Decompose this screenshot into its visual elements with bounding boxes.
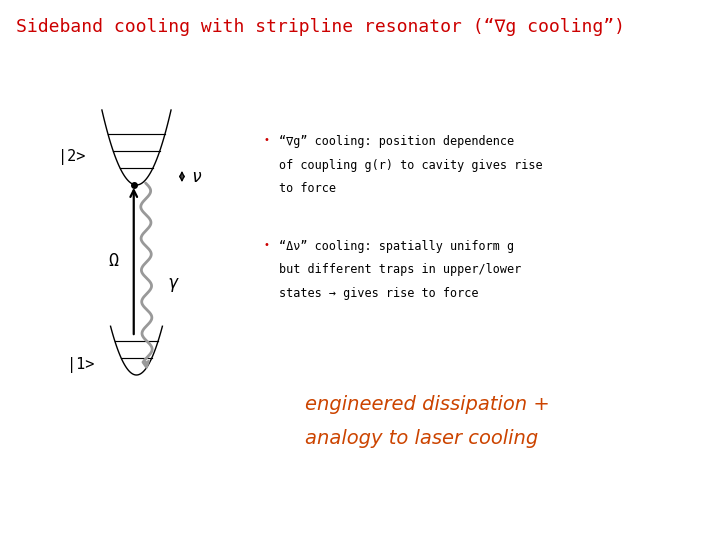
Text: to force: to force <box>279 182 336 195</box>
Text: “Δν” cooling: spatially uniform g: “Δν” cooling: spatially uniform g <box>279 240 514 253</box>
Text: but different traps in upper/lower: but different traps in upper/lower <box>279 264 521 276</box>
Text: Ω: Ω <box>109 252 119 270</box>
Text: engineered dissipation +: engineered dissipation + <box>305 395 549 415</box>
Text: •: • <box>264 240 270 250</box>
Text: states → gives rise to force: states → gives rise to force <box>279 287 479 300</box>
Text: |1>: |1> <box>67 357 94 373</box>
Text: Sideband cooling with stripline resonator (“∇g cooling”): Sideband cooling with stripline resonato… <box>17 18 626 36</box>
Text: ν: ν <box>191 167 201 186</box>
Text: |2>: |2> <box>58 149 86 165</box>
Text: γ: γ <box>168 274 179 292</box>
Text: of coupling g(r) to cavity gives rise: of coupling g(r) to cavity gives rise <box>279 159 543 172</box>
Text: “∇g” cooling: position dependence: “∇g” cooling: position dependence <box>279 135 514 148</box>
Text: analogy to laser cooling: analogy to laser cooling <box>305 429 538 448</box>
Text: •: • <box>264 135 270 145</box>
